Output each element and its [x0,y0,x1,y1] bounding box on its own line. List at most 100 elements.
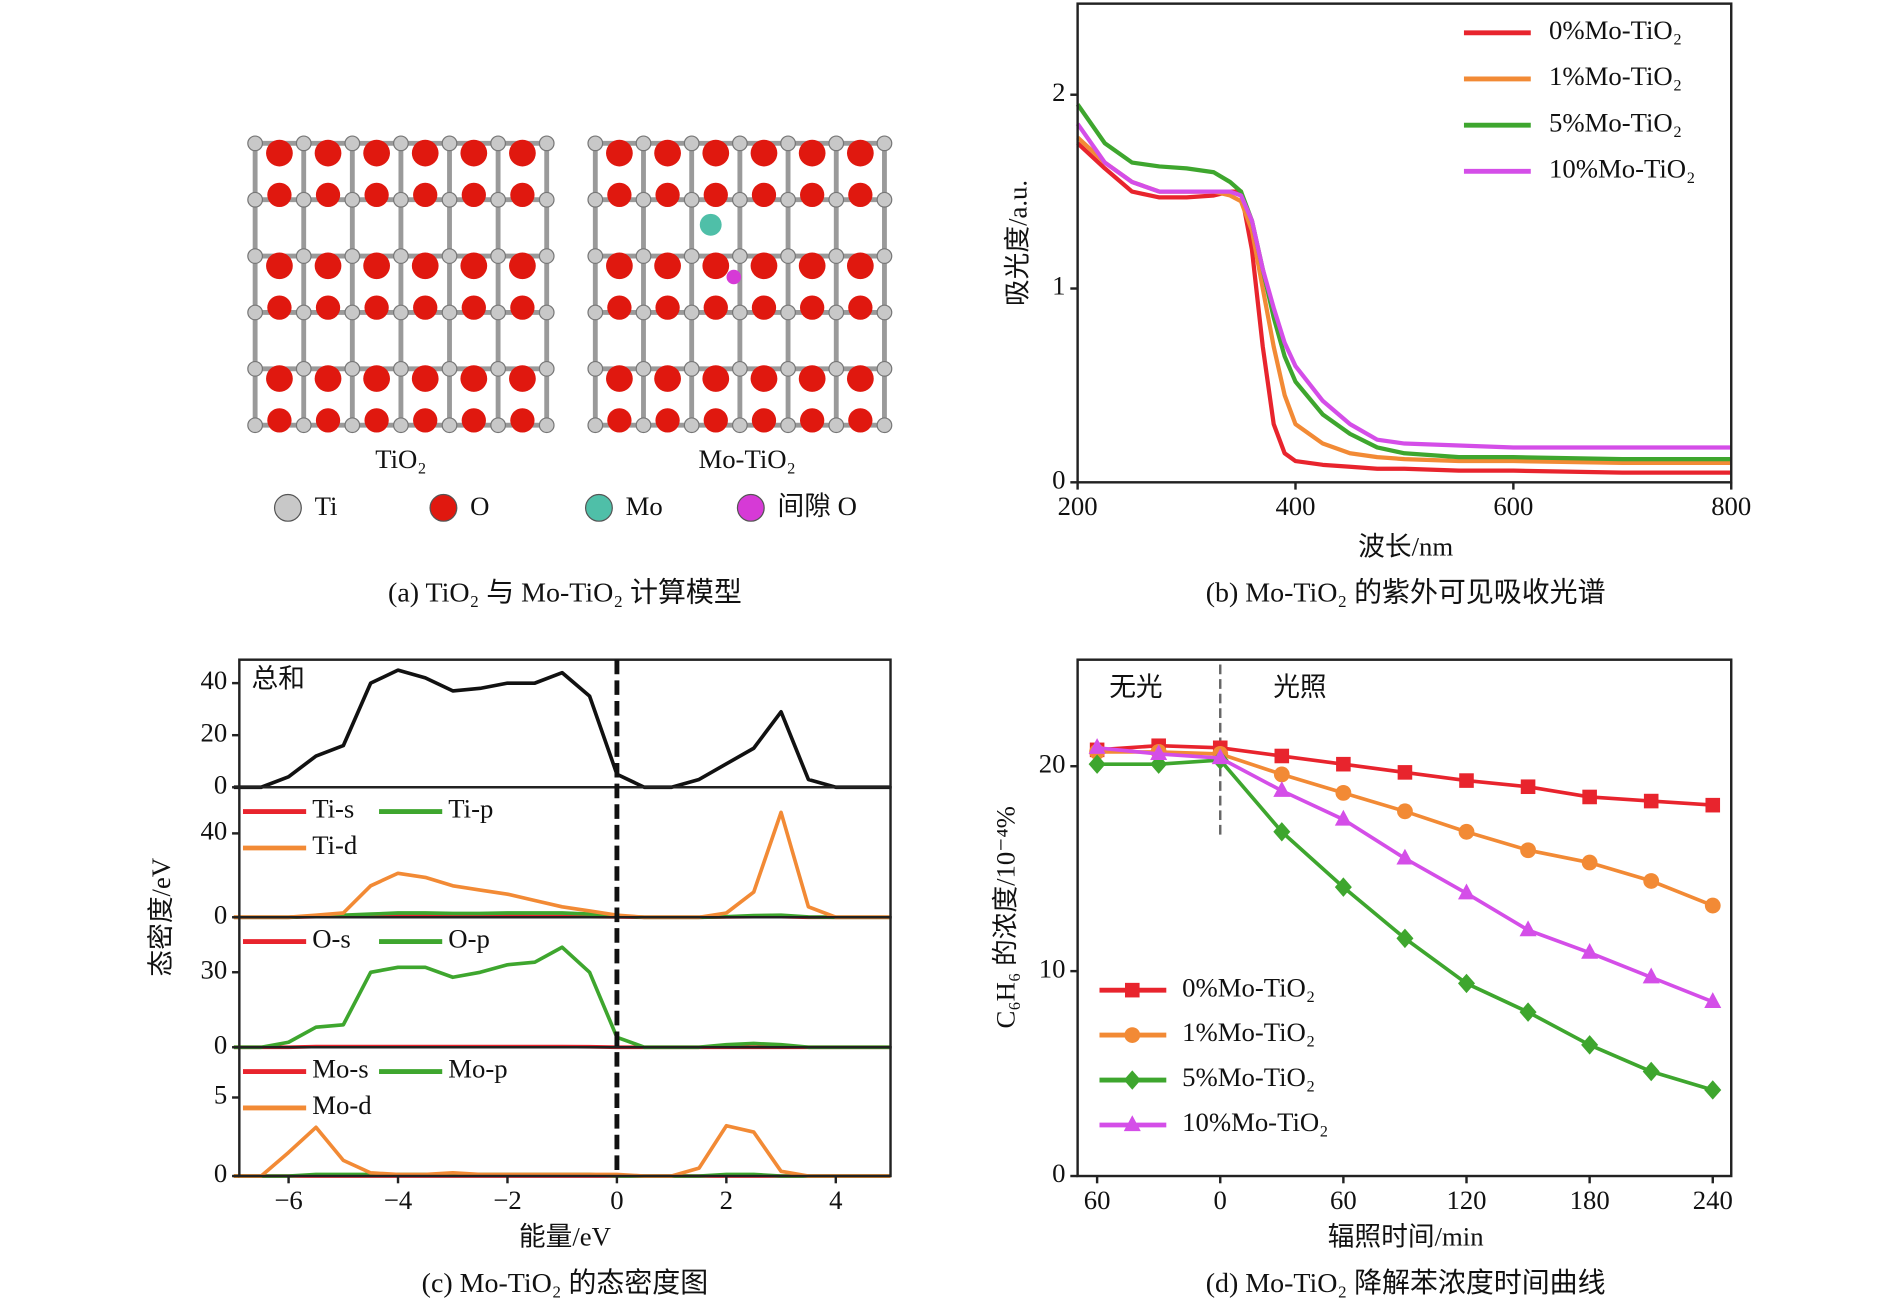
marker [1643,873,1660,889]
y-tick-label: 10 [1039,953,1066,983]
caption: (b) Mo-TiO₂ 的紫外可见吸收光谱 [1206,577,1606,609]
marker [1336,756,1351,772]
x-axis-label: 辐照时间/min [1328,1221,1484,1251]
atom-o [314,365,342,392]
atom-o [798,139,826,167]
atom-o [750,365,778,392]
x-tick-label: 60 [1084,1185,1111,1215]
x-tick-label: 2 [720,1185,733,1215]
y-tick-label: 0 [1052,1158,1065,1188]
legend-label: 1%Mo-TiO₂ [1549,61,1682,91]
annotation: 总和 [251,664,304,694]
atom-ti [490,360,507,377]
plot-frame [1076,658,1733,1178]
atom-o [364,182,389,208]
atom-o [654,365,681,392]
legend-label: 5%Mo-TiO₂ [1549,107,1682,137]
atom-ti [490,248,507,264]
x-tick-label: 180 [1570,1185,1610,1215]
marker [1704,992,1722,1008]
marker [1520,842,1536,859]
marker [1273,766,1290,783]
x-tick-label: 60 [1330,1185,1357,1215]
atom-ti [780,191,796,208]
x-tick-label: −4 [384,1185,412,1215]
atom-ti [876,191,893,208]
atom-o [800,295,825,320]
atom-o [607,295,632,320]
atom-ti [731,248,748,264]
atom-o [364,295,389,320]
atom-ti [683,135,700,152]
atom-ti [635,417,652,434]
atom-ti [344,417,361,434]
legend-marker [1124,1027,1141,1043]
atom-o [510,295,535,320]
series-line [233,911,891,920]
atom-ti [441,360,458,377]
y-tick-label: 0 [214,1158,227,1188]
atom-o [413,182,438,208]
atom-ti [393,248,409,264]
lattice [587,135,893,434]
atom-o [606,365,633,392]
atom-ti [731,135,748,152]
series-line [1096,745,1714,1004]
atom-ti [538,360,555,377]
marker [1581,1035,1599,1055]
legend-label: 1%Mo-TiO₂ [1182,1017,1315,1047]
atom-o [315,182,341,208]
legend-label: Ti-p [448,794,493,824]
atom-ti [635,191,652,208]
atom-ti [344,360,361,377]
y-tick-label: 0 [214,769,227,799]
legend-label: 5%Mo-TiO₂ [1182,1062,1315,1092]
legend-atom [429,493,458,522]
marker [1519,920,1537,937]
atom-o [848,182,873,208]
marker [1704,1080,1722,1100]
series-line [1075,122,1732,450]
legend-label: Ti [315,491,338,521]
x-tick-label: −2 [493,1185,521,1215]
marker [1581,942,1599,959]
atom-o [363,139,390,167]
atom-ti [441,248,458,264]
atom-o [655,408,680,433]
marker [1459,773,1474,788]
plot-frame [238,658,892,789]
atom-o [751,408,777,433]
atom-o [607,182,632,208]
atom-ti [876,417,893,434]
atom-o [267,295,292,320]
atom-ti [247,360,264,377]
y-tick-label: 0 [214,899,227,929]
marker [1582,789,1597,805]
annotation: 光照 [1273,672,1326,702]
atom-ti [828,248,845,264]
atom-o [751,182,777,208]
atom-mo [699,213,722,236]
atom-interstitial-o [726,269,742,285]
atom-ti [828,417,845,434]
atom-o [654,139,681,167]
caption: (c) Mo-TiO₂ 的态密度图 [422,1267,709,1299]
atom-ti [441,417,458,434]
y-tick-label: 0 [214,1029,227,1059]
marker [1397,765,1413,780]
y-tick-label: 30 [200,954,227,984]
lattice [247,135,555,434]
y-tick-label: 1 [1052,271,1065,301]
atom-ti [295,135,312,152]
atom-o [461,408,486,433]
x-tick-label: 200 [1058,491,1098,521]
atom-o [846,252,874,280]
y-tick-label: 20 [1039,748,1066,778]
atom-o [798,365,826,392]
x-tick-label: 400 [1275,491,1315,521]
atom-o [800,182,825,208]
atom-o [846,139,874,167]
atom-ti [393,304,409,321]
y-axis-label: C₆H₆ 的浓度/10⁻⁴% [990,806,1020,1028]
atom-ti [828,135,845,152]
